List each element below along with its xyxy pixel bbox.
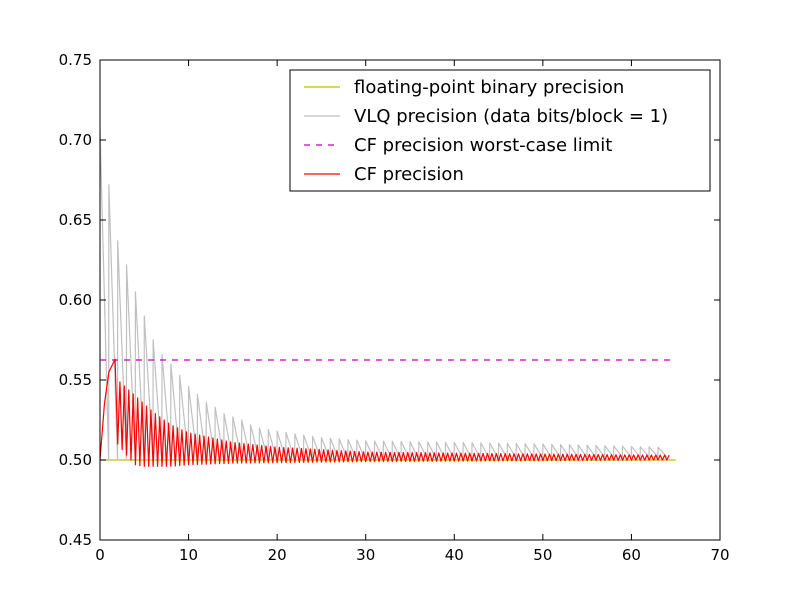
y-tick-label: 0.70 [59, 131, 92, 149]
ticks-layer: 0 10 20 30 40 50 60 70 0.45 0.50 0.55 0.60 0.65 0.70 0… [59, 51, 730, 564]
y-tick-label: 0.45 [59, 531, 92, 549]
series-line-3 [100, 358, 670, 467]
legend-label-1: VLQ precision (data bits/block = 1) [354, 106, 668, 127]
x-tick-label: 60 [622, 546, 641, 564]
legend: floating-point binary precision VLQ preci… [289, 69, 711, 192]
y-tick-label: 0.50 [59, 451, 92, 469]
x-tick-label: 40 [445, 546, 464, 564]
y-tick-label: 0.65 [59, 211, 92, 229]
x-tick-label: 20 [268, 546, 287, 564]
x-tick-label: 50 [533, 546, 552, 564]
legend-label-3: CF precision [354, 164, 464, 185]
x-tick-label: 70 [710, 546, 729, 564]
x-tick-label: 30 [356, 546, 375, 564]
y-tick-label: 0.60 [59, 291, 92, 309]
legend-label-2: CF precision worst-case limit [354, 135, 612, 156]
x-tick-label: 10 [179, 546, 198, 564]
plot-lines [100, 128, 676, 467]
y-tick-label: 0.55 [59, 371, 92, 389]
series-line-1 [100, 128, 668, 461]
y-tick-label: 0.75 [59, 51, 92, 69]
legend-box [289, 69, 711, 192]
x-tick-label: 0 [95, 546, 105, 564]
legend-label-0: floating-point binary precision [354, 77, 624, 98]
